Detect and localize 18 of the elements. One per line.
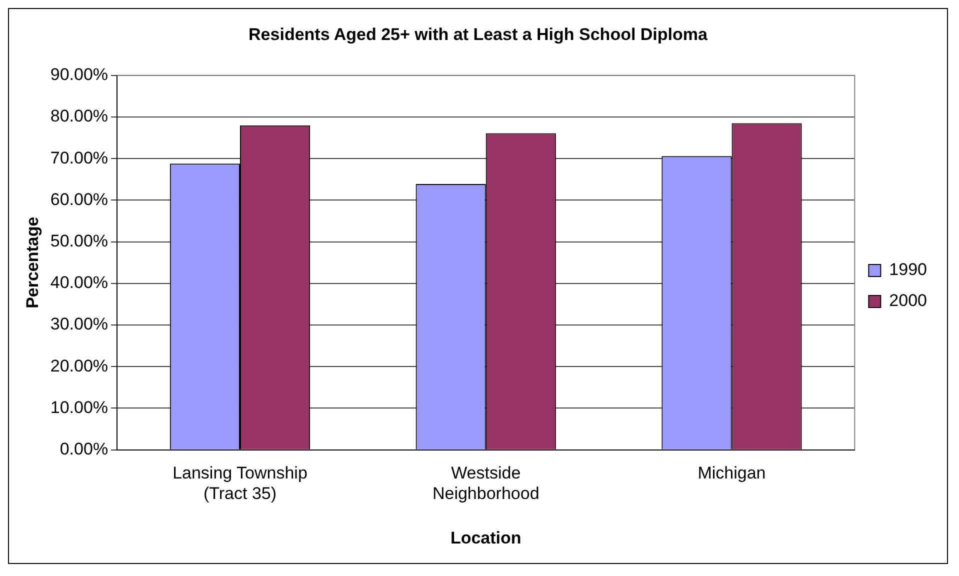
- y-tick-label: 60.00%: [50, 190, 108, 209]
- y-tick-label: 40.00%: [50, 273, 108, 292]
- x-tick-label: Lansing Township (Tract 35): [172, 464, 308, 504]
- legend-label: 2000: [889, 291, 928, 310]
- x-tick-label: Westside Neighborhood: [432, 464, 540, 504]
- y-tick-label: 30.00%: [50, 314, 108, 334]
- chart-title: Residents Aged 25+ with at Least a High School Diploma: [248, 24, 708, 44]
- y-tick-label: 80.00%: [50, 106, 108, 126]
- y-tick-label: 0.00%: [60, 439, 108, 458]
- y-tick-label: 70.00%: [50, 148, 108, 168]
- y-tick-label: 50.00%: [50, 231, 108, 250]
- y-tick-label: 90.00%: [50, 65, 108, 84]
- y-axis-title: Percentage: [22, 216, 42, 308]
- y-tick-label: 20.00%: [50, 356, 108, 376]
- x-axis-title: Location: [450, 528, 522, 548]
- legend-label: 1990: [889, 260, 928, 280]
- y-tick-label: 10.00%: [50, 398, 108, 417]
- x-tick-label: Michigan: [698, 464, 766, 483]
